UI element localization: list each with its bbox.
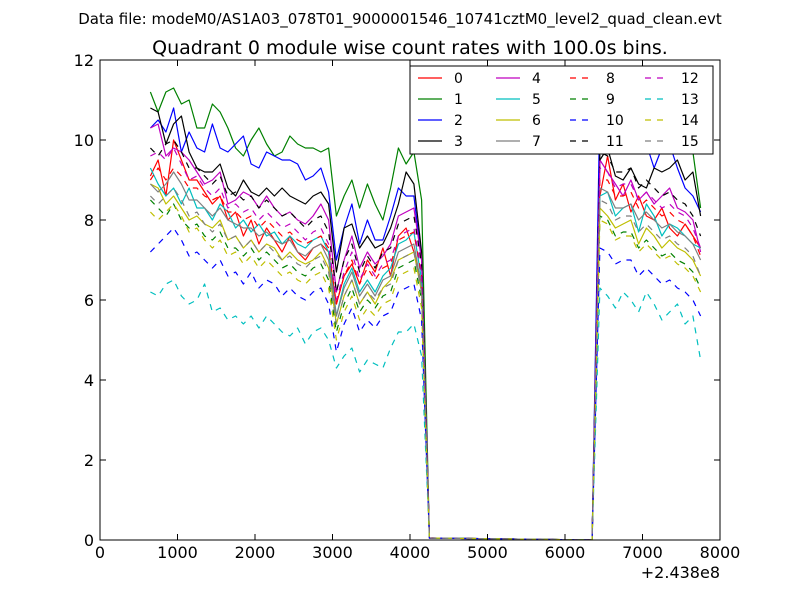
x-tick-label: 8000 xyxy=(700,543,741,562)
y-tick-label: 8 xyxy=(84,211,94,230)
series-line-2 xyxy=(149,103,702,540)
series-line-8 xyxy=(149,167,702,540)
legend-label-5: 5 xyxy=(532,92,541,108)
legend-label-10: 10 xyxy=(606,113,624,129)
legend-label-1: 1 xyxy=(454,92,463,108)
y-tick-label: 12 xyxy=(74,51,94,70)
series-line-0 xyxy=(149,139,702,540)
x-tick-label: 5000 xyxy=(467,543,508,562)
series-line-11 xyxy=(149,139,702,540)
series-line-9 xyxy=(149,199,702,540)
y-tick-label: 4 xyxy=(84,371,94,390)
plot-area: 0 1000 2000 3000 4000 5000 6000 7000 8000 0 2 4 6 8 1… xyxy=(74,51,741,562)
y-tick-label: 0 xyxy=(84,531,94,550)
chart-suptitle: Data file: modeM0/AS1A03_078T01_90000015… xyxy=(78,10,722,29)
chart-title: Quadrant 0 module wise count rates with … xyxy=(152,37,668,59)
legend-label-12: 12 xyxy=(681,71,699,87)
y-tick-label: 6 xyxy=(84,291,94,310)
legend-label-0: 0 xyxy=(454,71,463,87)
legend-label-9: 9 xyxy=(606,92,615,108)
x-tick-label: 0 xyxy=(95,543,105,562)
legend-box xyxy=(409,65,714,155)
x-tick-label: 7000 xyxy=(622,543,663,562)
series-line-13 xyxy=(150,279,702,540)
series-line-10 xyxy=(149,227,702,540)
legend-label-3: 3 xyxy=(454,134,463,150)
legend-label-11: 11 xyxy=(606,134,624,150)
legend-label-15: 15 xyxy=(681,134,699,150)
legend-label-6: 6 xyxy=(532,113,541,129)
series-line-14 xyxy=(149,203,702,540)
x-axis: 0 1000 2000 3000 4000 5000 6000 7000 8000 xyxy=(95,60,740,562)
legend-label-14: 14 xyxy=(681,113,699,129)
x-tick-label: 4000 xyxy=(390,543,431,562)
x-tick-label: 1000 xyxy=(157,543,198,562)
series-line-15 xyxy=(149,187,702,540)
series-line-3 xyxy=(150,107,702,540)
x-tick-label: 3000 xyxy=(312,543,353,562)
series-line-1 xyxy=(149,87,702,540)
y-tick-label: 2 xyxy=(84,451,94,470)
legend-label-13: 13 xyxy=(681,92,699,108)
x-tick-label: 6000 xyxy=(545,543,586,562)
x-tick-label: 2000 xyxy=(235,543,276,562)
series-group xyxy=(149,87,702,540)
series-line-6 xyxy=(150,183,702,540)
legend-label-8: 8 xyxy=(606,71,615,87)
legend-label-2: 2 xyxy=(454,113,463,129)
series-line-12 xyxy=(150,147,702,540)
x-offset-label: +2.438e8 xyxy=(641,563,720,582)
series-line-7 xyxy=(149,171,702,540)
series-line-4 xyxy=(150,123,702,540)
legend-label-7: 7 xyxy=(532,134,541,150)
legend-label-4: 4 xyxy=(532,71,541,87)
y-tick-label: 10 xyxy=(74,131,94,150)
